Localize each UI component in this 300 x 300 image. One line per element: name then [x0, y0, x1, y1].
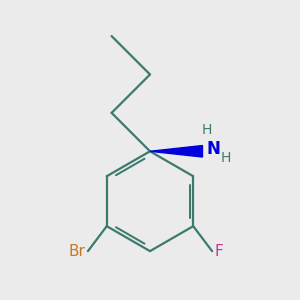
Text: F: F [214, 244, 224, 259]
Text: H: H [220, 151, 231, 165]
Polygon shape [150, 146, 202, 157]
Text: H: H [202, 123, 212, 136]
Text: Br: Br [68, 244, 86, 259]
Text: N: N [206, 140, 220, 158]
